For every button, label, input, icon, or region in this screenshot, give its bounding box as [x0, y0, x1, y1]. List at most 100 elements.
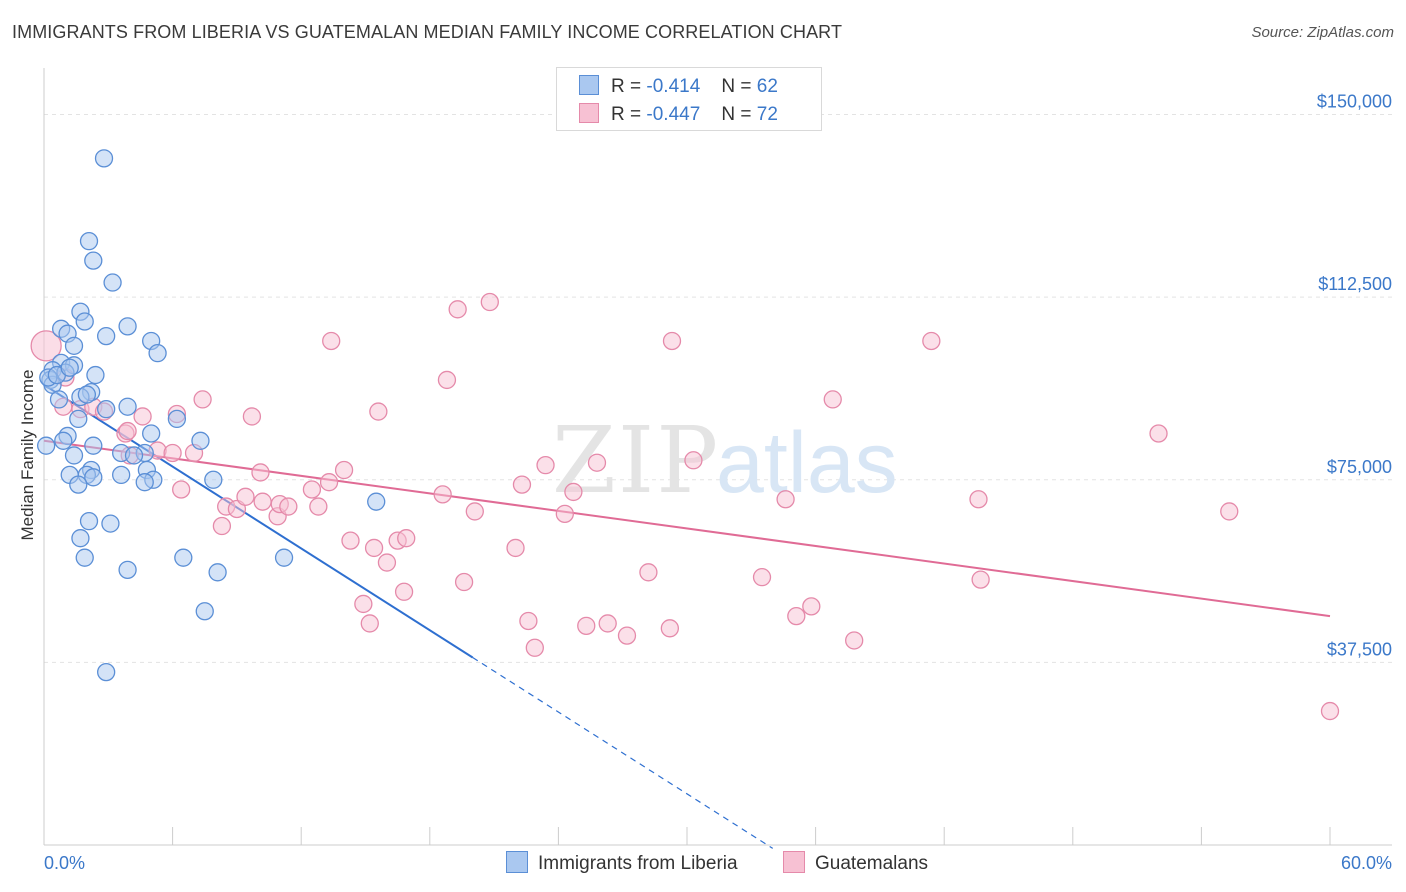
bottom-legend-liberia[interactable]: Immigrants from Liberia — [506, 851, 738, 875]
blue-data-point[interactable] — [135, 473, 154, 492]
blue-data-point[interactable] — [36, 436, 56, 455]
pink-data-point[interactable] — [1320, 701, 1340, 721]
pink-data-point[interactable] — [253, 492, 272, 511]
blue-data-point[interactable] — [167, 409, 187, 429]
pink-data-point[interactable] — [397, 529, 416, 548]
pink-data-point[interactable] — [465, 502, 484, 521]
blue-data-point[interactable] — [64, 336, 84, 355]
pink-data-point[interactable] — [802, 597, 821, 616]
pink-data-point[interactable] — [133, 407, 152, 426]
blue-data-point[interactable] — [103, 273, 122, 292]
blue-data-point[interactable] — [274, 548, 294, 567]
pink-data-point[interactable] — [394, 582, 414, 601]
pink-data-point[interactable] — [319, 473, 339, 492]
pink-data-point[interactable] — [525, 638, 544, 657]
pink-data-point[interactable] — [845, 631, 864, 650]
pink-data-point[interactable] — [1149, 424, 1168, 443]
blue-data-point[interactable] — [112, 465, 131, 485]
blue-data-point[interactable] — [118, 317, 137, 336]
pink-data-point[interactable] — [236, 487, 255, 506]
pink-data-point[interactable] — [1220, 502, 1239, 521]
pink-data-point[interactable] — [118, 421, 137, 441]
pink-data-point[interactable] — [437, 370, 457, 390]
blue-data-point[interactable] — [84, 251, 103, 270]
pink-data-point[interactable] — [587, 453, 607, 472]
pink-data-point[interactable] — [193, 390, 212, 409]
blue-data-point[interactable] — [94, 149, 114, 168]
blue-data-point[interactable] — [367, 492, 386, 511]
pink-data-point[interactable] — [454, 572, 474, 592]
pink-data-point[interactable] — [341, 531, 360, 550]
pink-data-point[interactable] — [506, 538, 525, 558]
blue-data-point[interactable] — [84, 468, 103, 487]
blue-data-point[interactable] — [97, 326, 116, 346]
blue-data-point[interactable] — [79, 512, 99, 531]
pink-data-point[interactable] — [971, 570, 990, 589]
pink-data-point[interactable] — [639, 563, 658, 582]
pink-data-point[interactable] — [660, 619, 680, 638]
blue-data-point[interactable] — [75, 312, 94, 331]
pink-data-point[interactable] — [279, 497, 298, 516]
blue-data-point[interactable] — [97, 662, 116, 682]
pink-data-point[interactable] — [448, 300, 467, 319]
pink-data-point[interactable] — [776, 490, 795, 509]
blue-data-point[interactable] — [71, 529, 90, 548]
blue-data-point[interactable] — [77, 385, 97, 404]
blue-data-point[interactable] — [75, 548, 94, 567]
pink-data-point[interactable] — [752, 568, 772, 587]
pink-data-point[interactable] — [922, 331, 941, 351]
blue-data-point[interactable] — [142, 424, 161, 443]
pink-data-point[interactable] — [823, 390, 842, 409]
pink-data-point[interactable] — [662, 331, 682, 351]
pink-data-point[interactable] — [684, 451, 703, 470]
blue-data-point[interactable] — [60, 358, 79, 377]
pink-data-point[interactable] — [322, 331, 341, 351]
blue-data-point[interactable] — [118, 397, 137, 416]
pink-data-point[interactable] — [598, 614, 617, 633]
pink-data-point[interactable] — [212, 516, 232, 536]
blue-data-point[interactable] — [118, 560, 137, 580]
blue-data-point[interactable] — [124, 446, 144, 465]
pink-data-point[interactable] — [334, 460, 354, 480]
pink-data-point[interactable] — [577, 616, 596, 636]
pink-data-point[interactable] — [172, 480, 191, 499]
pink-data-point[interactable] — [519, 611, 538, 631]
pink-data-point[interactable] — [480, 292, 499, 312]
blue-data-point[interactable] — [208, 563, 227, 582]
pink-data-point[interactable] — [242, 407, 262, 426]
blue-data-point[interactable] — [49, 390, 69, 409]
pink-data-point[interactable] — [302, 480, 322, 499]
blue-data-point[interactable] — [148, 343, 167, 363]
pink-data-point[interactable] — [360, 614, 379, 633]
blue-data-point[interactable] — [86, 365, 105, 385]
blue-data-point[interactable] — [174, 548, 193, 567]
blue-data-point[interactable] — [69, 409, 88, 429]
pink-data-point[interactable] — [536, 456, 555, 475]
blue-data-point[interactable] — [69, 475, 88, 494]
pink-data-point[interactable] — [364, 538, 384, 558]
pink-data-point[interactable] — [555, 504, 574, 524]
pink-data-point[interactable] — [564, 482, 583, 502]
pink-data-point[interactable] — [354, 594, 373, 614]
pink-data-point[interactable] — [512, 475, 532, 494]
pink-data-point[interactable] — [617, 626, 637, 645]
bottom-legend-guatemalans[interactable]: Guatemalans — [783, 851, 928, 875]
blue-data-point[interactable] — [64, 446, 84, 465]
pink-data-point[interactable] — [30, 330, 62, 362]
pink-data-point[interactable] — [309, 497, 328, 516]
blue-data-point[interactable] — [84, 436, 103, 455]
blue-data-point[interactable] — [101, 514, 120, 533]
pink-data-point[interactable] — [377, 553, 397, 572]
blue-data-point[interactable] — [79, 231, 99, 251]
blue-data-point[interactable] — [195, 602, 214, 621]
blue-data-point[interactable] — [54, 431, 73, 450]
blue-data-point[interactable] — [191, 431, 210, 450]
pink-data-point[interactable] — [369, 402, 388, 421]
blue-data-point[interactable] — [97, 399, 116, 419]
pink-data-point[interactable] — [433, 485, 452, 504]
pink-data-point[interactable] — [969, 490, 988, 509]
pink-data-point[interactable] — [787, 606, 806, 626]
blue-data-point[interactable] — [204, 470, 223, 489]
pink-data-point[interactable] — [163, 443, 182, 463]
pink-data-point[interactable] — [251, 463, 270, 482]
